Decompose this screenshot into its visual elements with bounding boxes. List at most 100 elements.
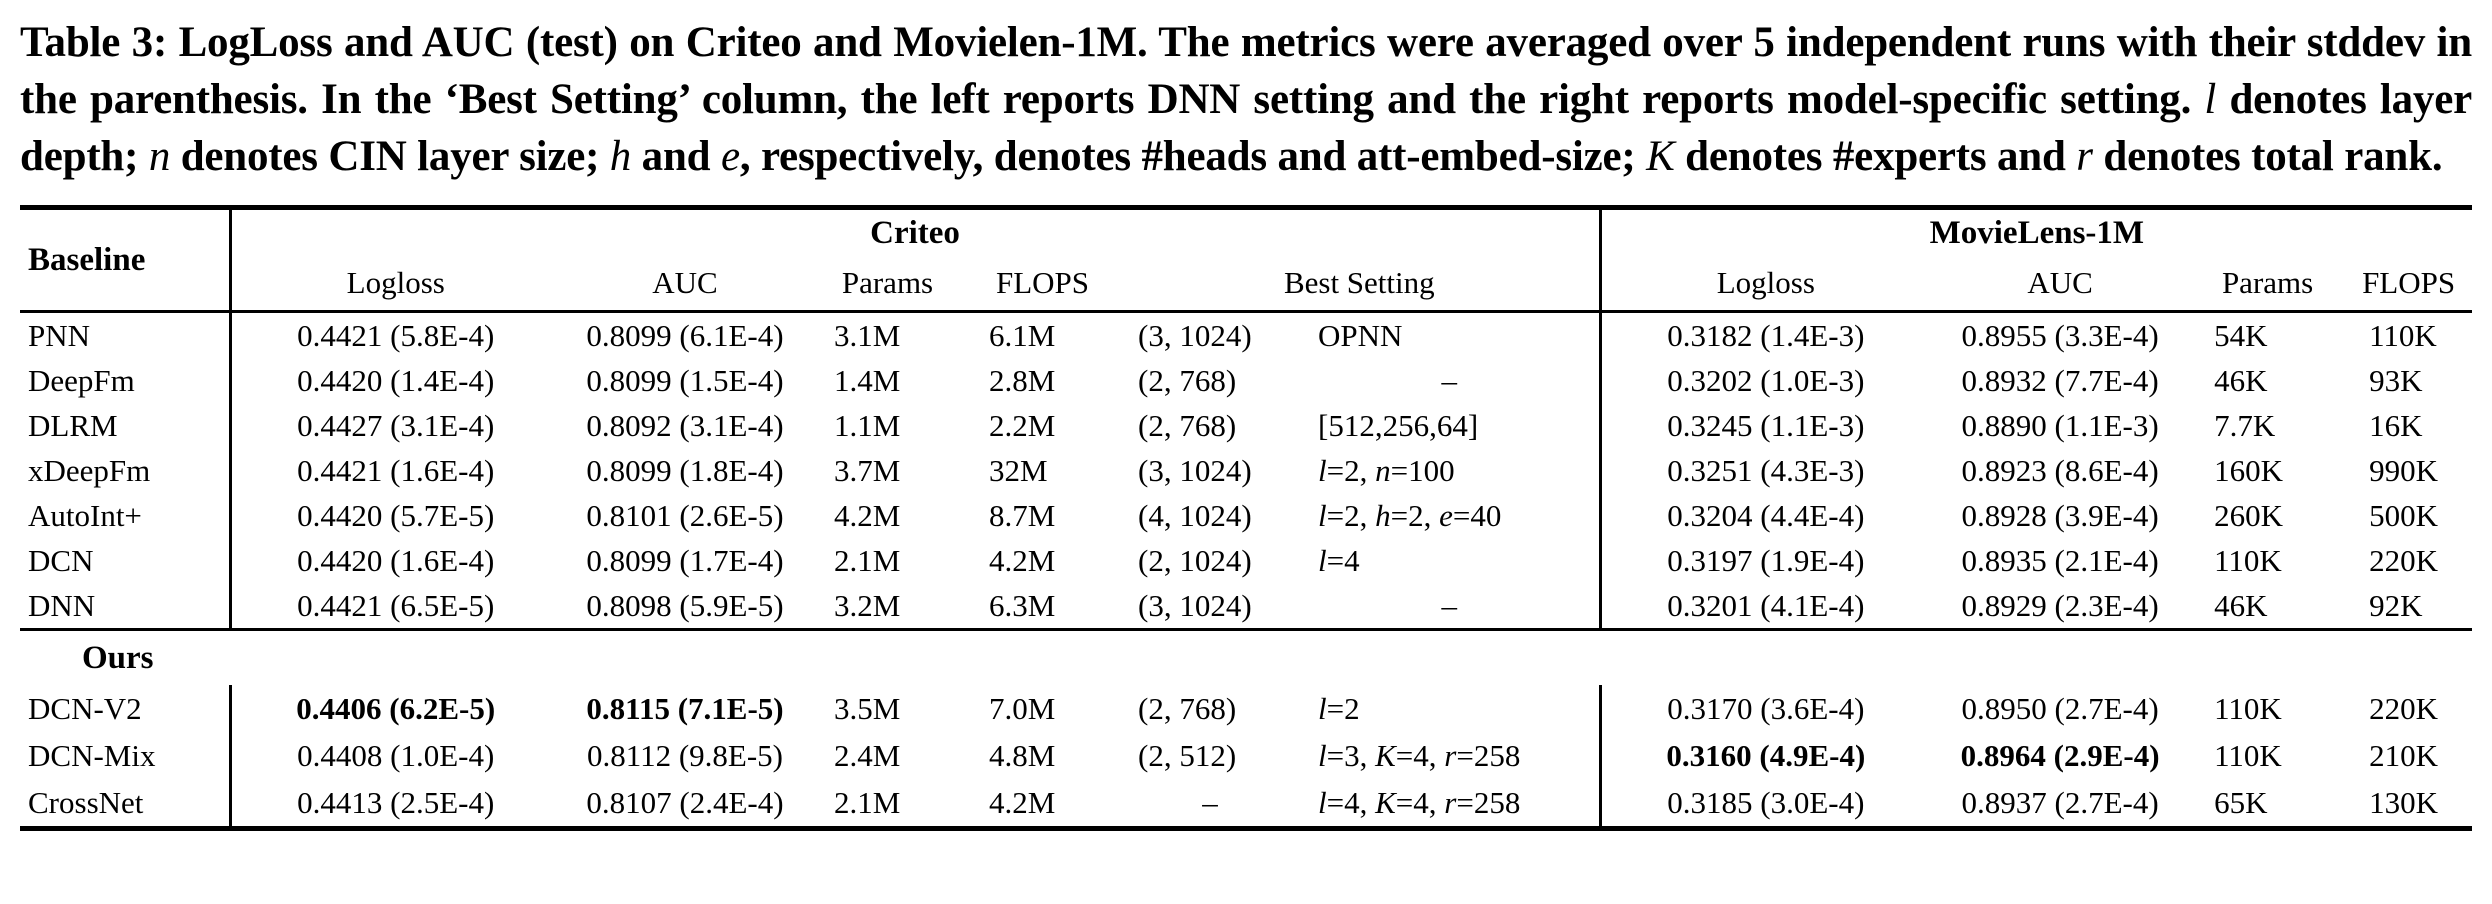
movielens-auc-header: AUC (1930, 256, 2191, 313)
table-header: Baseline Criteo MovieLens-1M Logloss AUC… (20, 207, 2473, 313)
table-row: xDeepFm 0.4421 (1.6E-4) 0.8099 (1.8E-4) … (20, 448, 2472, 493)
criteo-logloss-cell: 0.4421 (5.8E-4) (297, 317, 495, 353)
ours-section-label: Ours (20, 628, 2473, 685)
criteo-params-cell: 3.2M (834, 587, 901, 623)
column-header-row: Logloss AUC Params FLOPS Best Setting Lo… (20, 256, 2473, 313)
movielens-auc-cell: 0.8890 (1.1E-3) (1961, 407, 2159, 443)
movielens-params-cell: 7.7K (2214, 407, 2276, 443)
model-setting-cell: l=4 (1300, 538, 1602, 583)
caption-text: Table 3: LogLoss and AUC (test) on Crite… (20, 19, 2472, 180)
criteo-logloss-cell: 0.4413 (2.5E-4) (297, 784, 495, 820)
row-label: DNN (20, 583, 232, 630)
criteo-logloss-cell: 0.4421 (6.5E-5) (297, 587, 495, 623)
criteo-params-cell: 3.5M (834, 690, 901, 726)
model-setting-cell: l=4, K=4, r=258 (1300, 779, 1602, 829)
criteo-params-cell: 4.2M (834, 497, 901, 533)
dnn-setting-cell: (3, 1024) (1138, 587, 1252, 623)
criteo-auc-cell: 0.8099 (1.8E-4) (586, 452, 784, 488)
movielens-auc-cell: 0.8928 (3.9E-4) (1961, 497, 2159, 533)
criteo-logloss-cell: 0.4421 (1.6E-4) (297, 452, 495, 488)
table-row: DCN-V2 0.4406 (6.2E-5) 0.8115 (7.1E-5) 3… (20, 685, 2472, 732)
movielens-group-header: MovieLens-1M (1929, 214, 2145, 251)
criteo-flops-cell: 4.2M (989, 784, 1056, 820)
movielens-logloss-header: Logloss (1600, 256, 1931, 313)
movielens-auc-cell: 0.8950 (2.7E-4) (1961, 690, 2159, 726)
table-row: AutoInt+ 0.4420 (5.7E-5) 0.8101 (2.6E-5)… (20, 493, 2472, 538)
criteo-group-header: Criteo (230, 207, 1602, 256)
baseline-section: PNN 0.4421 (5.8E-4) 0.8099 (6.1E-4) 3.1M… (20, 311, 2472, 630)
criteo-params-cell: 2.1M (834, 542, 901, 578)
movielens-flops-cell: 110K (2369, 317, 2437, 353)
row-label: DLRM (20, 403, 232, 448)
dnn-setting-cell: (2, 512) (1138, 737, 1237, 773)
model-setting-cell: [512,256,64] (1300, 403, 1602, 448)
row-label: xDeepFm (20, 448, 232, 493)
movielens-auc-cell: 0.8964 (2.9E-4) (1960, 737, 2160, 773)
model-setting-cell: – (1300, 358, 1602, 403)
movielens-flops-cell: 92K (2369, 587, 2423, 623)
table-row: DCN-Mix 0.4408 (1.0E-4) 0.8112 (9.8E-5) … (20, 732, 2472, 779)
model-setting-cell: l=3, K=4, r=258 (1300, 732, 1602, 779)
movielens-params-cell: 54K (2214, 317, 2268, 353)
movielens-logloss-cell: 0.3202 (1.0E-3) (1667, 362, 1865, 398)
movielens-logloss-cell: 0.3201 (4.1E-4) (1667, 587, 1865, 623)
table-caption: Table 3: LogLoss and AUC (test) on Crite… (20, 0, 2472, 185)
criteo-params-cell: 3.1M (834, 317, 901, 353)
criteo-auc-cell: 0.8099 (1.7E-4) (586, 542, 784, 578)
movielens-logloss-cell: 0.3245 (1.1E-3) (1667, 407, 1865, 443)
criteo-auc-header: AUC (560, 256, 810, 313)
table-row: DLRM 0.4427 (3.1E-4) 0.8092 (3.1E-4) 1.1… (20, 403, 2472, 448)
row-label: PNN (20, 311, 232, 358)
criteo-flops-cell: 2.8M (989, 362, 1056, 398)
movielens-flops-cell: 220K (2369, 690, 2438, 726)
criteo-auc-cell: 0.8115 (7.1E-5) (586, 690, 784, 726)
dnn-setting-cell: (3, 1024) (1138, 452, 1252, 488)
results-table: Baseline Criteo MovieLens-1M Logloss AUC… (20, 205, 2473, 831)
movielens-logloss-cell: 0.3251 (4.3E-3) (1667, 452, 1865, 488)
criteo-params-cell: 1.4M (834, 362, 901, 398)
row-label: CrossNet (20, 779, 232, 829)
row-label: DCN-Mix (20, 732, 232, 779)
dnn-setting-cell: (4, 1024) (1138, 497, 1252, 533)
criteo-flops-header: FLOPS (965, 256, 1120, 313)
dnn-setting-cell: (2, 768) (1138, 362, 1237, 398)
movielens-flops-cell: 16K (2369, 407, 2423, 443)
criteo-params-cell: 2.1M (834, 784, 901, 820)
model-setting-cell: – (1300, 583, 1602, 630)
movielens-params-cell: 260K (2214, 497, 2283, 533)
dnn-setting-cell: (2, 768) (1138, 690, 1237, 726)
ours-section: Ours DCN-V2 0.4406 (6.2E-5) 0.8115 (7.1E… (20, 628, 2473, 829)
criteo-auc-cell: 0.8099 (1.5E-4) (586, 362, 784, 398)
movielens-params-cell: 46K (2214, 362, 2268, 398)
criteo-auc-cell: 0.8092 (3.1E-4) (586, 407, 784, 443)
criteo-auc-cell: 0.8107 (2.4E-4) (586, 784, 784, 820)
movielens-params-header: Params (2190, 256, 2346, 313)
movielens-logloss-cell: 0.3197 (1.9E-4) (1667, 542, 1865, 578)
criteo-auc-cell: 0.8112 (9.8E-5) (586, 737, 783, 773)
criteo-auc-cell: 0.8101 (2.6E-5) (586, 497, 784, 533)
criteo-params-cell: 3.7M (834, 452, 901, 488)
movielens-flops-cell: 93K (2369, 362, 2423, 398)
row-label: AutoInt+ (20, 493, 232, 538)
criteo-params-cell: 2.4M (834, 737, 901, 773)
movielens-params-cell: 110K (2214, 737, 2282, 773)
criteo-flops-cell: 2.2M (989, 407, 1056, 443)
table-row: PNN 0.4421 (5.8E-4) 0.8099 (6.1E-4) 3.1M… (20, 311, 2472, 358)
movielens-flops-cell: 500K (2369, 497, 2438, 533)
movielens-params-cell: 110K (2214, 542, 2282, 578)
movielens-logloss-cell: 0.3170 (3.6E-4) (1667, 690, 1865, 726)
movielens-auc-cell: 0.8937 (2.7E-4) (1961, 784, 2159, 820)
criteo-logloss-header: Logloss (230, 256, 560, 313)
row-label: DCN-V2 (20, 685, 232, 732)
criteo-flops-cell: 8.7M (989, 497, 1056, 533)
table-row: DeepFm 0.4420 (1.4E-4) 0.8099 (1.5E-4) 1… (20, 358, 2472, 403)
criteo-auc-cell: 0.8099 (6.1E-4) (586, 317, 784, 353)
movielens-logloss-cell: 0.3182 (1.4E-3) (1667, 317, 1865, 353)
dnn-setting-cell: (2, 1024) (1138, 542, 1252, 578)
dnn-setting-cell: (3, 1024) (1138, 317, 1252, 353)
table-row: CrossNet 0.4413 (2.5E-4) 0.8107 (2.4E-4)… (20, 779, 2472, 829)
criteo-auc-cell: 0.8098 (5.9E-5) (586, 587, 784, 623)
baseline-header-cell: Baseline (20, 207, 232, 313)
table-row: DCN 0.4420 (1.6E-4) 0.8099 (1.7E-4) 2.1M… (20, 538, 2472, 583)
paper-table-figure: Table 3: LogLoss and AUC (test) on Crite… (20, 0, 2473, 831)
